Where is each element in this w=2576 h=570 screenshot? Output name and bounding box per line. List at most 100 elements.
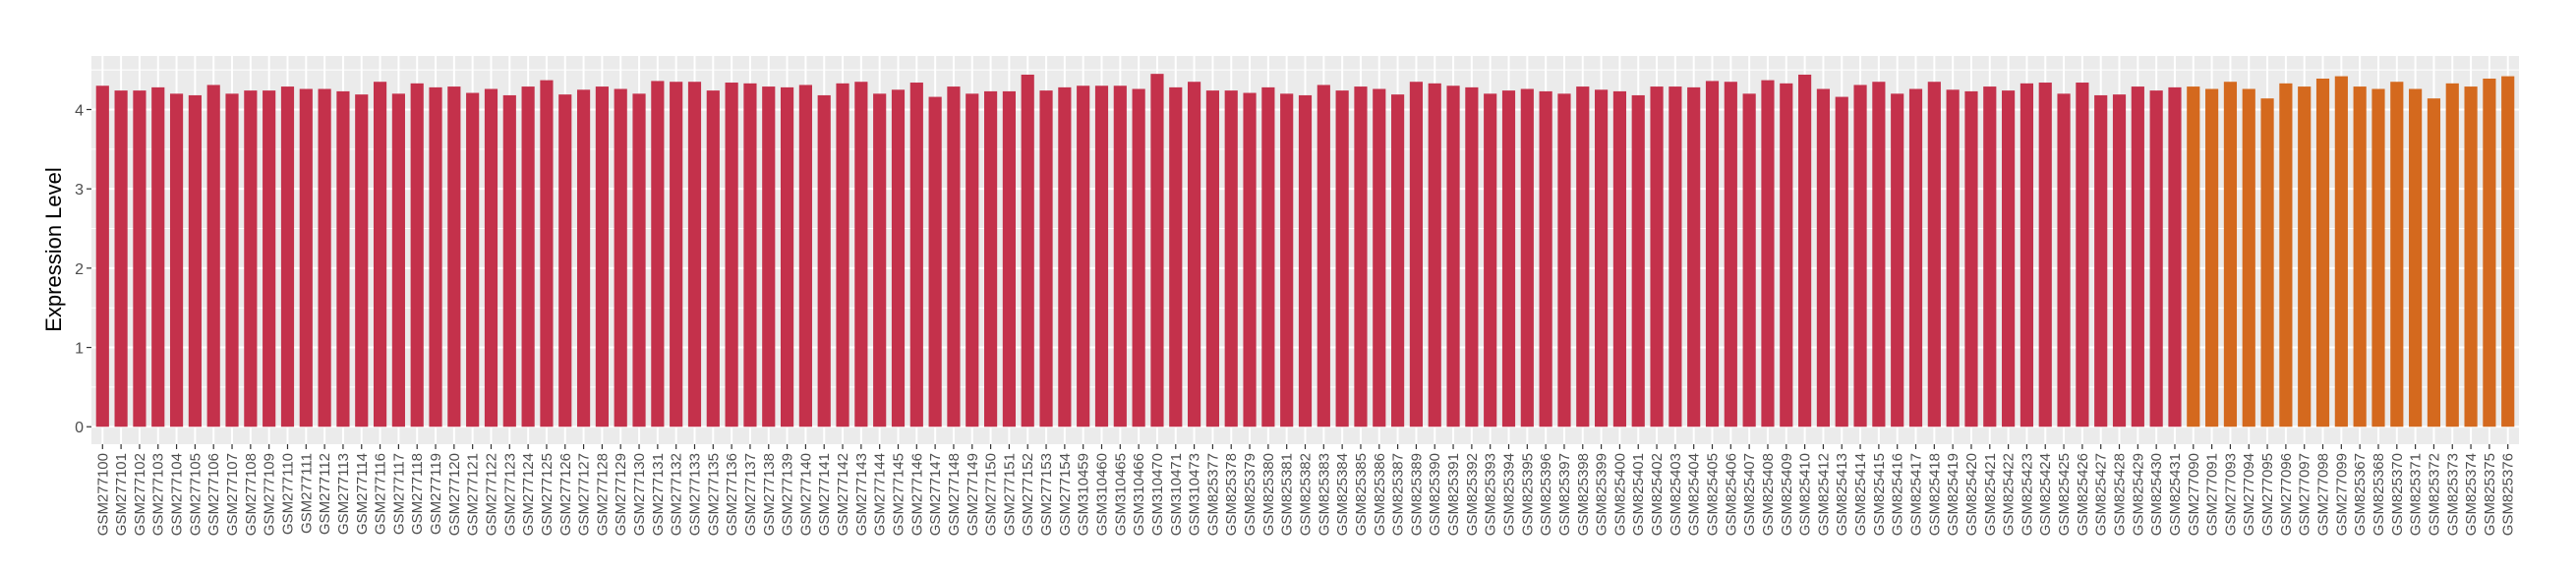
bar-GSM277116: [373, 82, 387, 428]
x-tick-label: GSM277151: [1001, 453, 1018, 536]
bar-GSM277127: [576, 89, 591, 428]
bar-GSM825391: [1446, 86, 1460, 428]
bar-GSM825418: [1927, 82, 1941, 428]
bar-GSM825405: [1705, 81, 1720, 428]
bar-GSM277146: [909, 83, 923, 428]
x-tick-label: GSM825393: [1483, 453, 1499, 536]
bar-GSM277120: [447, 86, 461, 428]
bar-GSM825416: [1891, 93, 1904, 428]
bar-GSM825381: [1280, 93, 1294, 428]
x-tick-label: GSM310470: [1149, 453, 1166, 536]
x-tick-label: GSM277113: [335, 453, 352, 535]
x-tick-label: GSM825428: [2112, 453, 2129, 536]
bar-GSM277118: [410, 83, 424, 428]
bar-GSM277100: [95, 86, 109, 428]
x-tick-label: GSM277098: [2315, 453, 2332, 536]
x-tick-label: GSM277126: [557, 453, 574, 536]
x-tick-label: GSM277118: [409, 453, 426, 535]
x-tick-label: GSM277099: [2333, 453, 2350, 536]
bar-GSM277122: [484, 88, 498, 428]
bar-GSM310466: [1132, 88, 1145, 428]
bar-GSM825427: [2094, 94, 2108, 428]
bar-GSM277124: [521, 86, 535, 428]
x-tick-label: GSM825419: [1945, 453, 1961, 536]
x-tick-label: GSM310459: [1076, 453, 1092, 536]
x-tick-label: GSM277124: [520, 453, 537, 536]
bar-GSM277090: [2187, 86, 2200, 428]
bar-GSM277097: [2298, 86, 2312, 428]
x-tick-label: GSM277153: [1038, 453, 1055, 536]
x-tick-label: GSM825400: [1611, 453, 1628, 536]
bar-GSM825395: [1520, 88, 1534, 428]
x-tick-label: GSM277110: [279, 453, 296, 535]
x-tick-label: GSM825427: [2093, 453, 2110, 536]
bar-GSM277154: [1058, 86, 1072, 428]
x-tick-label: GSM277122: [483, 453, 499, 536]
x-tick-label: GSM825392: [1464, 453, 1481, 536]
bar-GSM277123: [502, 94, 516, 428]
x-tick-label: GSM277148: [946, 453, 963, 536]
x-axis: GSM277100 GSM277101 GSM277102 GSM277103 GSM2…: [94, 444, 2517, 536]
x-tick-label: GSM825429: [2130, 453, 2146, 536]
bar-GSM277130: [632, 93, 646, 428]
bar-GSM310465: [1113, 86, 1127, 428]
bar-GSM277102: [133, 90, 146, 428]
x-tick-label: GSM277103: [150, 453, 167, 536]
x-tick-label: GSM277154: [1057, 453, 1074, 536]
bar-GSM825430: [2149, 90, 2163, 428]
x-tick-label: GSM825379: [1242, 453, 1259, 536]
bar-GSM277098: [2315, 78, 2330, 428]
x-tick-label: GSM277145: [890, 453, 907, 536]
x-tick-label: GSM825395: [1519, 453, 1536, 536]
x-tick-label: GSM277093: [2222, 453, 2239, 536]
bar-GSM277119: [429, 86, 442, 428]
bar-GSM277142: [836, 83, 849, 428]
x-tick-label: GSM825385: [1353, 453, 1370, 536]
bar-GSM825417: [1908, 88, 1923, 428]
bar-GSM277132: [670, 82, 683, 428]
bar-GSM825403: [1669, 86, 1682, 428]
x-tick-label: GSM825418: [1926, 453, 1943, 536]
x-tick-label: GSM277104: [169, 453, 186, 536]
bar-GSM277117: [391, 93, 405, 428]
bar-GSM277150: [983, 90, 998, 428]
bar-GSM825379: [1243, 92, 1257, 428]
bar-GSM825389: [1409, 82, 1423, 428]
x-tick-label: GSM825387: [1390, 453, 1407, 536]
x-tick-label: GSM825409: [1779, 453, 1795, 536]
bar-GSM310473: [1188, 82, 1201, 428]
x-tick-label: GSM277136: [724, 453, 740, 536]
bar-GSM277108: [244, 90, 258, 428]
x-tick-label: GSM825384: [1334, 453, 1351, 536]
x-tick-label: GSM825394: [1501, 453, 1518, 536]
bar-GSM825412: [1816, 88, 1831, 428]
bars: [95, 74, 2515, 428]
x-tick-label: GSM277116: [373, 453, 389, 535]
bar-GSM825407: [1742, 93, 1756, 428]
bar-GSM825419: [1946, 89, 1960, 428]
bar-GSM825409: [1780, 83, 1793, 428]
bar-GSM277101: [114, 90, 128, 428]
bar-GSM277153: [1039, 90, 1053, 428]
x-tick-label: GSM825426: [2075, 453, 2091, 536]
bar-GSM277111: [299, 88, 313, 428]
x-tick-label: GSM825397: [1556, 453, 1573, 536]
bar-GSM825384: [1335, 90, 1349, 428]
x-tick-label: GSM277128: [594, 453, 611, 536]
bar-GSM277128: [595, 86, 609, 428]
bar-GSM825383: [1317, 85, 1330, 428]
bar-GSM825422: [2002, 90, 2016, 428]
x-tick-label: GSM825401: [1630, 453, 1647, 536]
bar-GSM825406: [1724, 82, 1737, 428]
bar-GSM825428: [2112, 94, 2127, 428]
x-tick-label: GSM277127: [576, 453, 593, 536]
y-tick-label: 3: [75, 182, 84, 199]
x-tick-label: GSM825386: [1372, 453, 1388, 536]
bar-GSM825401: [1631, 94, 1645, 428]
x-tick-label: GSM277090: [2186, 453, 2202, 536]
y-tick-label: 2: [75, 261, 84, 278]
x-tick-label: GSM277129: [613, 453, 629, 536]
bar-GSM825414: [1853, 85, 1867, 428]
bar-GSM825426: [2076, 83, 2089, 428]
